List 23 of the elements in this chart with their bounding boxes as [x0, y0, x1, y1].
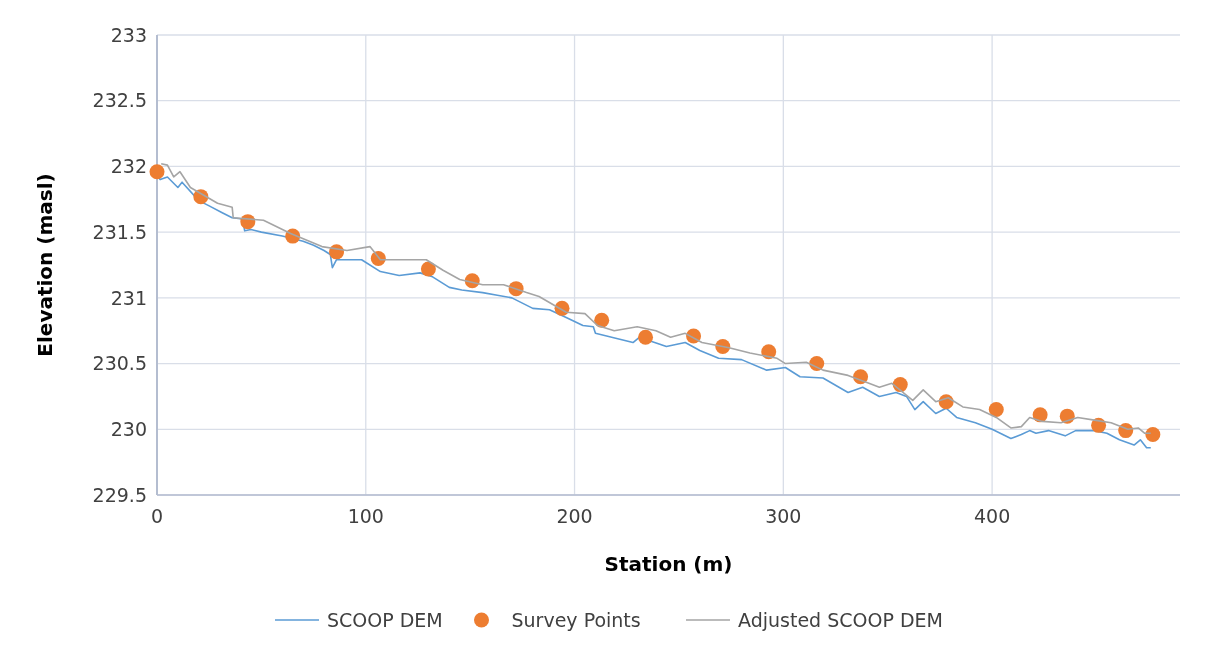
y-tick-label: 231.5 [92, 220, 147, 243]
y-tick-label: 232.5 [92, 89, 147, 112]
point [420, 261, 436, 277]
x-tick-label: 100 [347, 505, 384, 527]
point [638, 329, 654, 345]
point [1145, 427, 1161, 443]
legend-label: SCOOP DEM [327, 608, 443, 631]
x-axis-title: Station (m) [604, 552, 733, 576]
x-tick-label: 200 [556, 505, 593, 527]
y-axis-title: Elevation (masl) [33, 173, 57, 357]
legend-label: Adjusted SCOOP DEM [738, 608, 943, 631]
y-tick-label: 229.5 [92, 483, 147, 506]
point [149, 164, 165, 180]
point [988, 402, 1004, 418]
y-tick-label: 230.5 [92, 352, 147, 375]
y-tick-label: 231 [110, 286, 147, 309]
legend-label: Survey Points [511, 608, 641, 631]
x-tick-label: 400 [973, 505, 1011, 527]
y-tick-label: 230 [110, 417, 147, 440]
y-tick-label: 233 [110, 23, 147, 46]
y-tick-label: 232 [110, 155, 147, 178]
x-tick-label: 300 [765, 505, 802, 527]
x-tick-label: 0 [150, 505, 164, 527]
